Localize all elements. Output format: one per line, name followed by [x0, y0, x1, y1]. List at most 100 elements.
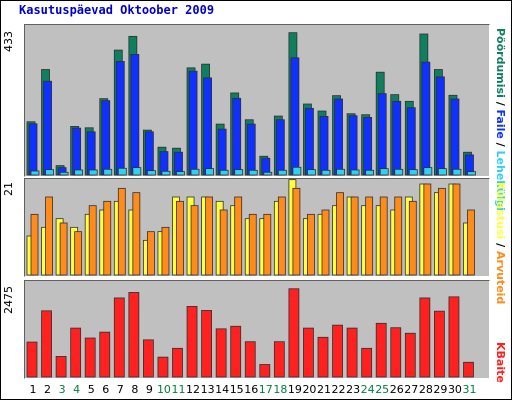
bar-kbytes-day-6: [99, 331, 111, 378]
bar-faile-day-6: [101, 100, 111, 176]
bar-arvuteid-day-18: [277, 196, 286, 276]
legend-middle-part-0: Külastusi: [494, 182, 507, 240]
bar-faile-day-16: [246, 123, 256, 176]
bar-arvuteid-day-20: [307, 213, 315, 276]
x-tick-label-10: 10: [156, 383, 171, 396]
bar-kbytes-day-27: [404, 332, 416, 378]
bar-faile-day-24: [363, 117, 373, 176]
bar-arvuteid-day-30: [452, 183, 461, 276]
bar-lehekülgi-day-25: [379, 168, 389, 176]
bar-kbytes-day-21: [317, 336, 329, 378]
x-tick-label-14: 14: [215, 383, 230, 396]
x-tick-label-9: 9: [145, 383, 153, 396]
bar-lehekülgi-day-4: [74, 169, 84, 176]
bar-kbytes-day-15: [230, 325, 242, 378]
bar-faile-day-18: [275, 119, 285, 176]
bar-kbytes-day-20: [303, 327, 314, 378]
bar-lehekülgi-day-18: [277, 169, 287, 176]
bar-lehekülgi-day-24: [365, 169, 375, 176]
legend-top: Pöördumisi / Faile / Lehekülgi: [493, 24, 509, 211]
bar-kbytes-day-25: [375, 322, 387, 378]
bar-lehekülgi-day-23: [350, 169, 360, 176]
bar-arvuteid-day-2: [45, 196, 53, 276]
x-tick-label-23: 23: [346, 383, 361, 396]
bar-faile-day-20: [305, 107, 314, 176]
legend-middle: Külastusi / Arvuteid: [493, 178, 509, 304]
bar-lehekülgi-day-8: [132, 167, 142, 176]
bar-lehekülgi-day-29: [437, 168, 447, 176]
bar-arvuteid-day-16: [248, 213, 257, 276]
bar-arvuteid-day-25: [379, 196, 388, 276]
bar-lehekülgi-day-19: [292, 166, 302, 176]
bar-kbytes-day-9: [142, 339, 154, 378]
bar-lehekülgi-day-17: [263, 171, 273, 176]
bar-kbytes-day-18: [273, 341, 285, 378]
bar-arvuteid-day-31: [467, 209, 475, 276]
bar-faile-day-19: [290, 57, 300, 176]
bar-arvuteid-day-7: [117, 187, 126, 276]
bar-arvuteid-day-22: [336, 192, 344, 276]
x-tick-label-21: 21: [317, 383, 331, 396]
bar-lehekülgi-day-12: [190, 168, 200, 176]
chart-title: Kasutuspäevad Oktoober 2009: [19, 3, 215, 17]
bar-lehekülgi-day-9: [146, 170, 156, 176]
x-tick-label-7: 7: [116, 383, 124, 396]
legend-bottom: KBaite: [493, 280, 509, 383]
bar-kbytes-day-22: [332, 324, 343, 378]
bar-kbytes-day-24: [361, 347, 373, 378]
bar-kbytes-day-16: [244, 341, 256, 378]
bar-kbytes-day-17: [259, 364, 271, 378]
bar-arvuteid-day-21: [321, 209, 330, 276]
bar-kbytes-day-11: [172, 347, 183, 378]
bar-lehekülgi-day-1: [30, 170, 40, 176]
bar-kbytes-day-14: [215, 328, 227, 378]
bar-arvuteid-day-26: [394, 196, 403, 276]
x-tick-label-22: 22: [331, 383, 346, 396]
bar-kbytes-day-13: [201, 310, 213, 378]
bar-arvuteid-day-28: [423, 183, 432, 276]
bar-arvuteid-day-19: [292, 187, 301, 276]
legend-middle-part-1: /: [494, 239, 507, 251]
bar-arvuteid-day-29: [437, 187, 446, 276]
bar-lehekülgi-day-7: [117, 167, 127, 176]
bar-arvuteid-day-10: [161, 226, 170, 276]
bar-faile-day-23: [348, 115, 358, 176]
bar-lehekülgi-day-21: [321, 169, 331, 176]
x-tick-label-2: 2: [44, 383, 52, 396]
bar-lehekülgi-day-27: [408, 169, 418, 176]
bar-lehekülgi-day-15: [234, 169, 244, 176]
x-tick-label-6: 6: [102, 383, 110, 396]
legend-kbytes: KBaite: [494, 342, 507, 383]
bar-arvuteid-day-6: [103, 200, 112, 276]
bar-faile-day-15: [232, 97, 242, 176]
bar-kbytes-day-4: [70, 327, 82, 378]
x-tick-label-30: 30: [447, 383, 462, 396]
x-tick-label-15: 15: [229, 383, 244, 396]
x-tick-label-28: 28: [418, 383, 433, 396]
bar-arvuteid-day-1: [30, 213, 39, 276]
x-tick-label-17: 17: [258, 383, 273, 396]
bar-kbytes-day-12: [186, 306, 198, 378]
bar-faile-day-26: [392, 100, 402, 176]
bar-arvuteid-day-3: [59, 222, 68, 276]
bar-lehekülgi-day-13: [205, 168, 215, 176]
x-tick-label-25: 25: [375, 383, 390, 396]
bar-lehekülgi-day-14: [219, 169, 229, 176]
bar-kbytes-day-3: [55, 356, 67, 378]
bar-faile-day-9: [144, 131, 154, 176]
x-tick-label-1: 1: [29, 383, 37, 396]
bar-arvuteid-day-13: [205, 196, 214, 276]
x-tick-label-5: 5: [87, 383, 95, 396]
bar-arvuteid-day-9: [146, 231, 155, 276]
bar-faile-day-4: [72, 127, 82, 176]
bar-arvuteid-day-14: [219, 209, 228, 276]
bar-faile-day-25: [377, 93, 387, 176]
bar-faile-day-2: [43, 80, 52, 176]
bar-arvuteid-day-4: [74, 231, 83, 276]
bar-lehekülgi-day-30: [452, 168, 462, 176]
x-tick-label-31: 31: [462, 383, 477, 396]
x-tick-label-8: 8: [131, 383, 139, 396]
bar-kbytes-day-10: [157, 356, 169, 378]
bar-arvuteid-day-5: [88, 205, 97, 276]
